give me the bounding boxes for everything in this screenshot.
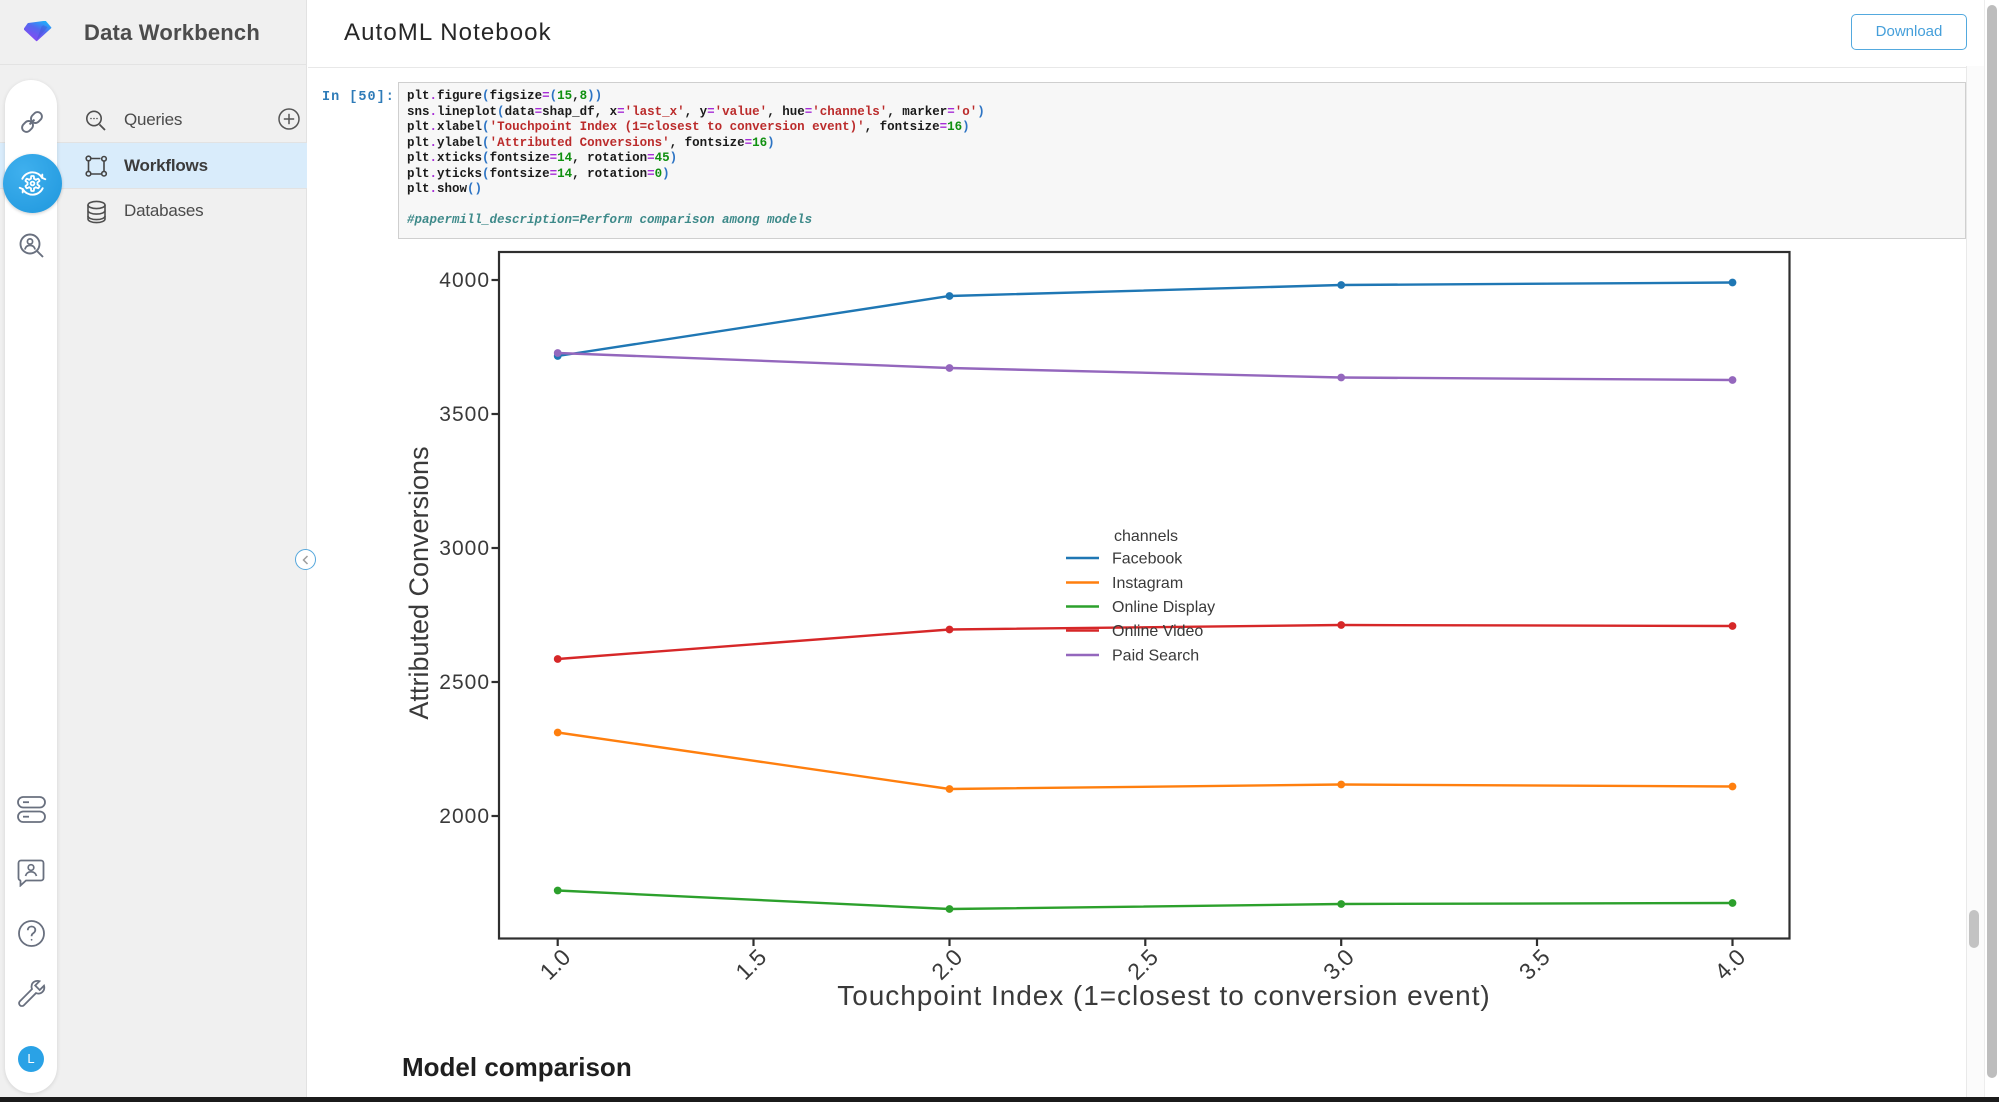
svg-text:2.0: 2.0 xyxy=(926,944,967,985)
svg-text:Touchpoint Index (1=closest to: Touchpoint Index (1=closest to conversio… xyxy=(837,980,1490,1011)
svg-text:3.5: 3.5 xyxy=(1514,944,1555,985)
svg-text:Instagram: Instagram xyxy=(1112,575,1183,592)
svg-text:3000: 3000 xyxy=(439,537,490,560)
svg-text:1.0: 1.0 xyxy=(534,944,575,985)
svg-text:Paid Search: Paid Search xyxy=(1112,648,1199,665)
svg-text:4.0: 4.0 xyxy=(1709,944,1750,985)
svg-text:Facebook: Facebook xyxy=(1112,551,1183,568)
svg-text:channels: channels xyxy=(1114,528,1178,545)
svg-text:Online Video: Online Video xyxy=(1112,623,1203,640)
svg-text:3.0: 3.0 xyxy=(1318,944,1359,985)
svg-text:2500: 2500 xyxy=(439,671,490,694)
svg-text:4000: 4000 xyxy=(439,269,490,292)
svg-text:Attributed Conversions: Attributed Conversions xyxy=(404,446,434,719)
svg-text:1.5: 1.5 xyxy=(730,944,771,985)
svg-text:Online Display: Online Display xyxy=(1112,599,1215,616)
svg-text:2000: 2000 xyxy=(439,805,490,828)
svg-text:2.5: 2.5 xyxy=(1122,944,1163,985)
svg-text:3500: 3500 xyxy=(439,403,490,426)
